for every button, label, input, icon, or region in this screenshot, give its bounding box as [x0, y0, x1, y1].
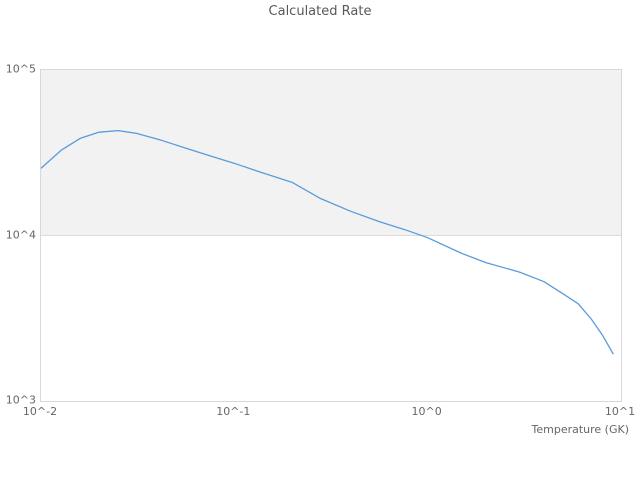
- x-tick-label: 10^0: [411, 405, 442, 418]
- plot-area: [40, 69, 622, 402]
- chart-title: Calculated Rate: [268, 4, 372, 19]
- y-tick-label: 10^4: [5, 228, 36, 241]
- x-tick-label: 10^-1: [216, 405, 251, 418]
- rate-line-chart: [41, 70, 621, 355]
- y-tick-label: 10^5: [5, 62, 36, 76]
- y-tick-label: 10^3: [5, 393, 36, 407]
- x-axis-label: Temperature (GK): [531, 423, 630, 436]
- calculated-rate-line: [41, 130, 614, 355]
- x-tick-label: 10^-2: [22, 405, 58, 418]
- x-tick-label: 10^1: [604, 405, 636, 418]
- shaded-band: [41, 70, 621, 236]
